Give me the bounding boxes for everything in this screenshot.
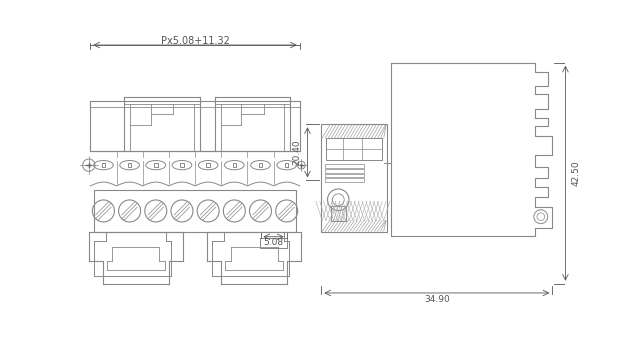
Text: 34.90: 34.90	[424, 295, 450, 304]
Bar	[259, 163, 262, 167]
Bar	[324, 174, 364, 177]
Bar	[326, 138, 382, 160]
Text: 5.08: 5.08	[263, 238, 284, 247]
Bar	[321, 124, 387, 232]
Bar	[232, 163, 236, 167]
Bar	[94, 190, 296, 232]
Bar	[331, 206, 346, 221]
Bar	[324, 169, 364, 173]
Text: Px5.08+11.32: Px5.08+11.32	[161, 36, 229, 46]
Bar	[128, 163, 131, 167]
Bar	[207, 163, 210, 167]
Bar	[180, 163, 184, 167]
Bar	[285, 163, 289, 167]
Bar	[101, 163, 105, 167]
Text: 42.50: 42.50	[571, 161, 581, 186]
Bar	[154, 163, 158, 167]
Bar	[324, 164, 364, 168]
Bar	[260, 238, 287, 248]
Text: 20.40: 20.40	[292, 140, 301, 165]
Bar	[324, 178, 364, 182]
